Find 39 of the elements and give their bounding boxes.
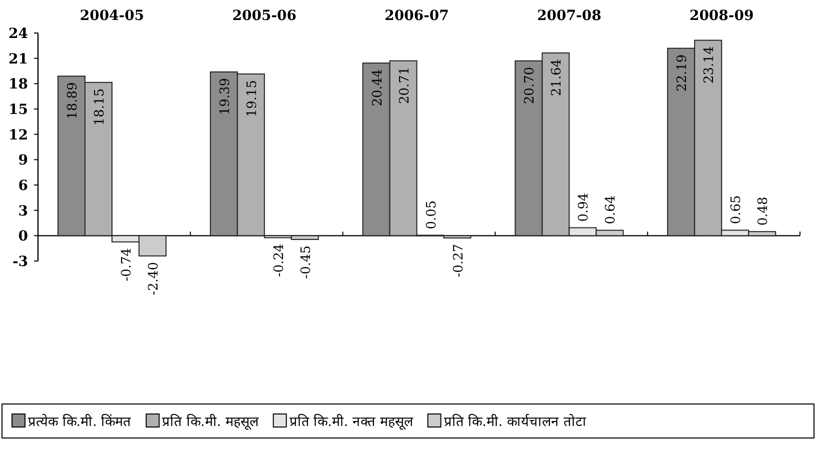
y-tick-label: -3 bbox=[12, 254, 28, 270]
data-label: -0.45 bbox=[298, 245, 314, 279]
y-tick-label: 12 bbox=[8, 127, 28, 144]
y-tick-label: 3 bbox=[18, 203, 28, 220]
x-tick-label: 2008-09 bbox=[689, 8, 754, 24]
data-label: 20.70 bbox=[522, 66, 538, 104]
data-label: -2.40 bbox=[146, 262, 162, 296]
data-label: -0.27 bbox=[451, 244, 466, 278]
data-label: 0.48 bbox=[756, 196, 772, 226]
data-label: 19.15 bbox=[244, 80, 260, 118]
x-tick-label: 2006-07 bbox=[384, 8, 449, 24]
data-label: 19.39 bbox=[218, 78, 233, 116]
legend-label: प्रति कि.मी. महसूल bbox=[162, 413, 260, 430]
data-label: 21.64 bbox=[550, 58, 565, 96]
data-label: 0.05 bbox=[424, 200, 440, 230]
y-tick-label: 24 bbox=[8, 26, 28, 42]
data-label: 20.71 bbox=[397, 66, 412, 104]
legend-label: प्रति कि.मी. नक्त महसूल bbox=[289, 413, 414, 430]
data-label: 0.64 bbox=[604, 195, 619, 224]
x-tick-label: 2005-06 bbox=[232, 8, 297, 24]
data-label: 20.44 bbox=[370, 69, 386, 106]
data-label: 0.94 bbox=[576, 192, 592, 222]
x-tick-label: 2007-08 bbox=[537, 8, 602, 24]
data-label: -0.74 bbox=[120, 248, 134, 282]
y-tick-label: 6 bbox=[18, 178, 28, 194]
data-label: 22.19 bbox=[675, 54, 690, 92]
y-tick-label: 21 bbox=[8, 51, 28, 68]
data-label: 18.89 bbox=[66, 82, 80, 120]
y-tick-label: 18 bbox=[8, 76, 28, 93]
data-label: 23.14 bbox=[702, 46, 718, 84]
y-tick-label: 9 bbox=[18, 152, 28, 169]
data-label: 18.15 bbox=[92, 88, 108, 126]
data-label: 0.65 bbox=[729, 195, 744, 224]
x-tick-label: 2004-05 bbox=[80, 8, 144, 24]
data-label: -0.24 bbox=[272, 244, 287, 278]
legend-label: प्रति कि.मी. कार्यचालन तोटा bbox=[444, 413, 586, 430]
y-tick-label: 15 bbox=[8, 102, 28, 118]
legend-label: प्रत्येक कि.मी. किंमत bbox=[28, 413, 132, 430]
y-tick-label: 0 bbox=[18, 228, 28, 245]
